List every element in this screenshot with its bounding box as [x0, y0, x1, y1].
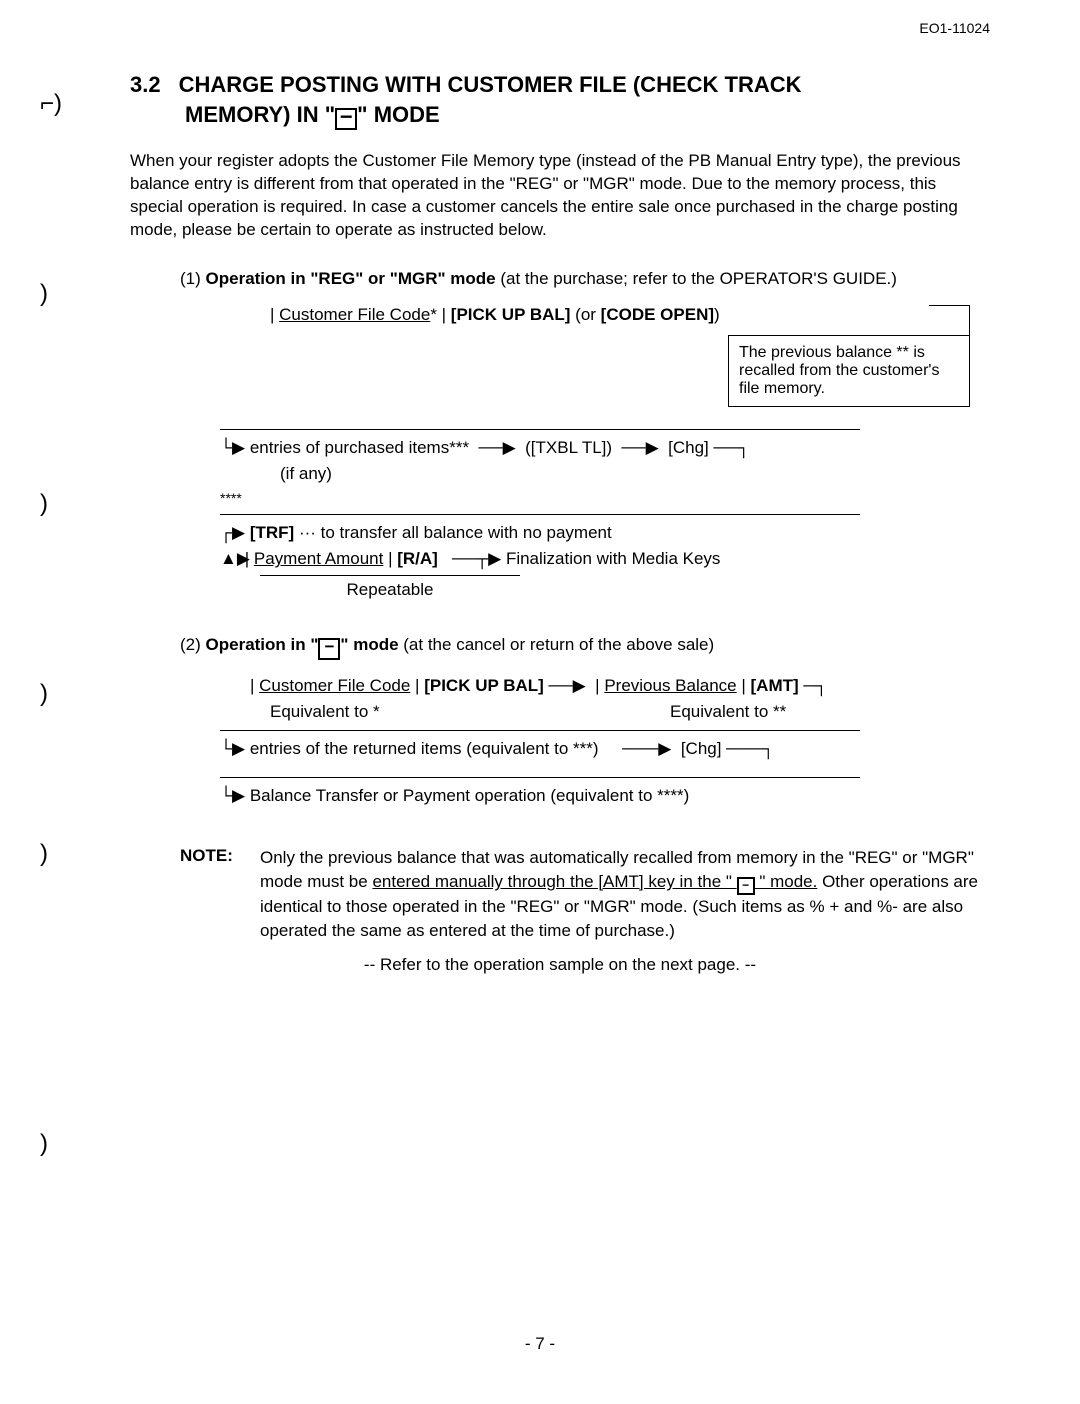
- separator-line: [220, 514, 860, 515]
- minus-mode-icon: −: [335, 108, 357, 130]
- op2-bold-pre: Operation in ": [206, 635, 319, 654]
- op1-num: (1): [180, 269, 201, 288]
- op2-eq2: Equivalent to **: [670, 702, 786, 722]
- margin-paren: ): [40, 680, 48, 708]
- op1-finalization: Finalization with Media Keys: [506, 549, 720, 568]
- op2-rest: (at the cancel or return of the above sa…: [399, 635, 715, 654]
- title-line-1: CHARGE POSTING WITH CUSTOMER FILE (CHECK…: [179, 72, 802, 97]
- section-title: 3.2 CHARGE POSTING WITH CUSTOMER FILE (CH…: [130, 70, 990, 130]
- op1-ra: [R/A]: [397, 549, 438, 568]
- op1-l1g: ): [714, 305, 720, 324]
- op2-customer-file-code: Customer File Code: [259, 676, 410, 695]
- intro-paragraph: When your register adopts the Customer F…: [130, 150, 990, 242]
- document-id: EO1-11024: [919, 20, 990, 36]
- op2-eq1: Equivalent to *: [270, 702, 550, 722]
- minus-mode-icon: −: [318, 638, 340, 660]
- op1-diagram: | Customer File Code* | [PICK UP BAL] (o…: [220, 305, 990, 605]
- page: EO1-11024 ⌐) ) ) ) ) ) 3.2 CHARGE POSTING…: [0, 0, 1080, 1404]
- refer-line: -- Refer to the operation sample on the …: [130, 955, 990, 975]
- op1-l1c: * |: [430, 305, 450, 324]
- title-line-2-pre: MEMORY) IN ": [185, 102, 335, 127]
- op1-bold: Operation in "REG" or "MGR" mode: [206, 269, 496, 288]
- op2-bold-post: " mode: [340, 635, 398, 654]
- operation-1-heading: (1) Operation in "REG" or "MGR" mode (at…: [180, 269, 990, 289]
- op1-rest: (at the purchase; refer to the OPERATOR'…: [496, 269, 897, 288]
- op1-customer-file-code: Customer File Code: [279, 305, 430, 324]
- op2-pickup-bal: [PICK UP BAL]: [424, 676, 544, 695]
- op1-ifany: (if any): [280, 464, 990, 484]
- op1-pickup-bal: [PICK UP BAL]: [451, 305, 571, 324]
- op2-diagram: | Customer File Code | [PICK UP BAL] ──▶…: [220, 676, 990, 806]
- op1-l4c: |: [383, 549, 397, 568]
- margin-paren: ): [40, 840, 48, 868]
- op2-balance-transfer: Balance Transfer or Payment operation (e…: [250, 786, 689, 805]
- op1-l4a: |: [245, 549, 254, 568]
- op1-callout-box: The previous balance ** is recalled from…: [728, 335, 970, 407]
- op1-trf-text: ··· to transfer all balance with no paym…: [294, 523, 611, 542]
- margin-paren: ): [40, 490, 48, 518]
- section-number: 3.2: [130, 70, 161, 100]
- note-u1: entered manually through the [AMT] key i…: [372, 872, 736, 891]
- op2-chg: [Chg]: [681, 739, 722, 758]
- separator-line: [220, 429, 860, 430]
- margin-paren: ): [40, 1130, 48, 1158]
- op2-l1e: |: [595, 676, 604, 695]
- op2-l1g: |: [737, 676, 751, 695]
- op2-l1c: |: [410, 676, 424, 695]
- op1-txbltl: ([TXBL TL]): [525, 438, 612, 457]
- op1-entries: entries of purchased items***: [250, 438, 469, 457]
- op2-amt: [AMT]: [751, 676, 799, 695]
- margin-paren: ): [40, 280, 48, 308]
- op1-l1e: (or: [570, 305, 600, 324]
- op2-num: (2): [180, 635, 201, 654]
- op1-repeatable: Repeatable: [260, 575, 520, 600]
- op2-entries: entries of the returned items (equivalen…: [250, 739, 599, 758]
- separator-line: [220, 777, 860, 778]
- minus-mode-icon: −: [737, 877, 755, 895]
- separator-line: [220, 730, 860, 731]
- op1-chg: [Chg]: [668, 438, 709, 457]
- op2-prev-balance: Previous Balance: [604, 676, 736, 695]
- op1-trf: [TRF]: [250, 523, 294, 542]
- op1-stars4: ****: [220, 490, 990, 506]
- connector-line: [929, 305, 970, 336]
- op2-l1a: |: [250, 676, 259, 695]
- note-body: Only the previous balance that was autom…: [260, 846, 990, 942]
- operation-2-heading: (2) Operation in "−" mode (at the cancel…: [180, 635, 990, 660]
- note-block: NOTE: Only the previous balance that was…: [180, 846, 990, 942]
- note-u2: " mode.: [755, 872, 818, 891]
- margin-paren: ⌐): [40, 90, 62, 118]
- title-line-2-post: " MODE: [357, 102, 440, 127]
- page-number: - 7 -: [0, 1334, 1080, 1354]
- op1-code-open: [CODE OPEN]: [601, 305, 714, 324]
- op1-payment-amount: Payment Amount: [254, 549, 383, 568]
- op1-l1a: |: [270, 305, 279, 324]
- note-label: NOTE:: [180, 846, 260, 942]
